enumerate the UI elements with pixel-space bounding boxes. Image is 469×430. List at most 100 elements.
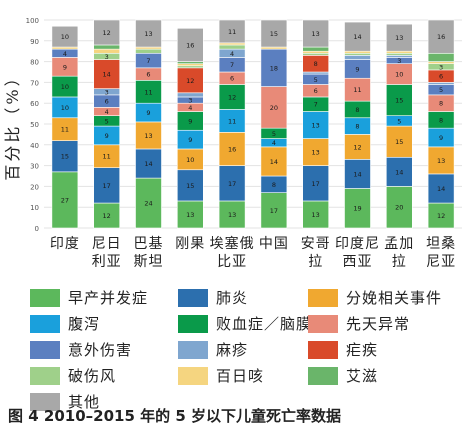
- x-category-label: 印度尼: [335, 236, 380, 252]
- bar-segment: [344, 55, 371, 60]
- legend-item: 其他: [30, 391, 100, 412]
- bar-segment: [385, 52, 413, 56]
- legend-label: 肺炎: [216, 289, 249, 307]
- bar-segment: [260, 48, 288, 87]
- data-label: 6: [314, 87, 318, 95]
- x-category-label: 拉: [392, 254, 407, 270]
- bar-segment: [93, 19, 120, 46]
- data-label: 12: [186, 77, 194, 85]
- data-label: 7: [230, 61, 234, 69]
- bar-segment: [93, 202, 120, 229]
- data-label: 11: [144, 88, 152, 96]
- legend-item: 麻疹: [178, 339, 248, 360]
- bar-segment: [302, 46, 330, 52]
- data-label: 13: [228, 211, 236, 219]
- x-category-label: 斯坦: [134, 254, 164, 270]
- legend-swatch: [30, 392, 60, 411]
- data-label: 18: [270, 64, 278, 72]
- x-category-label: 中国: [259, 236, 289, 252]
- legend-swatch: [308, 340, 338, 359]
- x-category-label: 西亚: [343, 254, 373, 270]
- legend-swatch: [30, 288, 60, 307]
- legend-item: 败血症／脑膜炎: [178, 313, 328, 334]
- bar-segment: [344, 50, 371, 54]
- data-label: 14: [353, 170, 361, 178]
- legend-label: 腹泻: [68, 315, 101, 333]
- x-category-label: 孟加: [384, 236, 414, 252]
- bar-segment: [302, 52, 330, 56]
- legend-label: 意外伤害: [68, 341, 133, 359]
- data-label: 14: [270, 158, 278, 166]
- data-label: 14: [144, 160, 152, 168]
- data-label: 17: [228, 180, 236, 188]
- data-label: 16: [437, 33, 445, 41]
- data-label: 24: [144, 200, 152, 208]
- data-label: 15: [61, 153, 69, 161]
- bar-segment: [302, 138, 330, 166]
- data-label: 12: [103, 212, 111, 220]
- data-label: 6: [230, 75, 234, 83]
- data-label: 12: [353, 143, 361, 151]
- data-label: 3: [105, 53, 109, 61]
- data-label: 16: [186, 41, 194, 49]
- bar-segment: [218, 84, 246, 110]
- data-label: 20: [270, 104, 278, 112]
- y-tick-label: 50: [30, 121, 39, 129]
- bar-segment: [177, 63, 204, 67]
- legend-swatch: [308, 366, 338, 385]
- data-label: 11: [103, 153, 111, 161]
- legend-item: 早产并发症: [30, 287, 148, 308]
- legend-label: 百日咳: [216, 367, 265, 385]
- x-category-label: 巴基: [134, 235, 164, 252]
- data-label: 4: [272, 139, 276, 147]
- y-tick-label: 30: [30, 163, 39, 171]
- y-tick-label: 20: [30, 183, 39, 191]
- data-label: 15: [395, 138, 403, 146]
- legend-label: 分娩相关事件: [346, 289, 443, 307]
- bar-segment: [51, 140, 79, 173]
- data-label: 10: [61, 83, 69, 91]
- bar-segment: [51, 171, 79, 229]
- data-label: 13: [312, 122, 320, 130]
- bar-segment: [135, 48, 162, 54]
- bar-segment: [427, 52, 455, 62]
- legend-item: 先天异常: [308, 313, 410, 334]
- bar-segment: [427, 61, 455, 64]
- data-label: 13: [437, 157, 445, 165]
- bar-segment: [385, 125, 413, 158]
- data-label: 3: [397, 57, 401, 65]
- data-label: 9: [188, 117, 192, 125]
- y-tick-label: 100: [26, 17, 39, 25]
- data-label: 11: [61, 126, 69, 134]
- data-label: 10: [395, 71, 403, 79]
- data-label: 14: [103, 71, 111, 79]
- bar-segment: [135, 46, 162, 50]
- data-label: 9: [188, 136, 192, 144]
- legend-item: 肺炎: [178, 287, 248, 308]
- y-tick-label: 0: [35, 225, 39, 233]
- bar-segment: [385, 23, 413, 52]
- bar-segment: [218, 19, 246, 44]
- data-label: 5: [105, 117, 109, 125]
- bar-segment: [427, 82, 455, 85]
- data-label: 13: [312, 30, 320, 38]
- data-label: 14: [437, 185, 445, 193]
- data-label: 17: [270, 207, 278, 215]
- legend-item: 破伤风: [30, 365, 116, 386]
- data-label: 8: [355, 123, 359, 131]
- data-label: 11: [228, 117, 236, 125]
- data-label: 27: [61, 196, 69, 204]
- data-label: 3: [439, 63, 443, 71]
- legend-swatch: [178, 340, 208, 359]
- bar-segment: [427, 146, 455, 175]
- data-label: 11: [353, 86, 361, 94]
- bar-segment: [93, 59, 120, 89]
- bar-segment: [385, 50, 413, 54]
- legend-swatch: [308, 314, 338, 333]
- bar-segment: [177, 169, 204, 202]
- bar-segment: [218, 44, 246, 50]
- bar-segment: [385, 186, 413, 229]
- bar-segment: [135, 177, 162, 229]
- bar-segment: [218, 200, 246, 229]
- data-label: 5: [314, 76, 318, 84]
